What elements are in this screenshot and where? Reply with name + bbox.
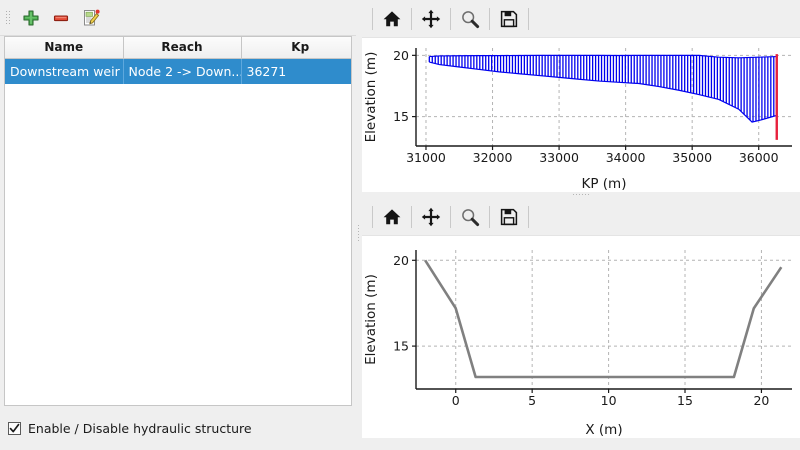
longitudinal-profile-canvas[interactable]: 31000 32000 33000 34000 35000 36000 15 20 KP (m)… — [362, 38, 800, 192]
cross-section-canvas[interactable]: 0 5 10 15 20 15 20 X (m) Elevation (m) — [362, 236, 800, 438]
save-icon — [500, 208, 518, 225]
svg-text:15: 15 — [677, 393, 693, 408]
enable-structure-row: Enable / Disable hydraulic structure — [0, 406, 356, 450]
toolbar-separator — [372, 7, 373, 30]
column-header-kp[interactable]: Kp — [241, 37, 351, 59]
toolbar-separator — [489, 7, 490, 30]
toolbar-separator — [528, 7, 529, 30]
pan-button-top[interactable] — [416, 4, 446, 34]
panel-splitter-vertical[interactable] — [356, 0, 362, 450]
longitudinal-profile-block: 31000 32000 33000 34000 35000 36000 15 20 KP (m)… — [362, 0, 800, 192]
move-icon — [421, 9, 441, 28]
home-button-top[interactable] — [377, 4, 407, 34]
svg-text:Elevation (m): Elevation (m) — [363, 52, 379, 143]
svg-text:0: 0 — [452, 393, 460, 408]
cell-kp[interactable]: 36271 — [241, 58, 351, 84]
svg-text:20: 20 — [393, 253, 409, 268]
svg-text:15: 15 — [393, 339, 409, 354]
zoom-button-bottom[interactable] — [455, 202, 485, 232]
zoom-button-top[interactable] — [455, 4, 485, 34]
svg-text:10: 10 — [601, 393, 617, 408]
svg-text:Elevation (m): Elevation (m) — [363, 274, 379, 365]
save-button-top[interactable] — [494, 4, 524, 34]
table-header-row: Name Reach Kp — [5, 37, 351, 59]
cell-reach[interactable]: Node 2 -> Down... — [123, 58, 242, 84]
toolbar-separator — [411, 205, 412, 228]
remove-structure-button[interactable] — [46, 3, 76, 33]
home-icon — [383, 10, 401, 26]
move-icon — [421, 207, 441, 226]
structures-panel: Name Reach Kp Downstream weir Node 2 -> … — [0, 0, 356, 450]
toolbar-separator — [450, 205, 451, 228]
toolbar-drag-handle[interactable] — [4, 7, 12, 29]
toolbar-separator — [372, 205, 373, 228]
enable-structure-checkbox[interactable] — [8, 421, 21, 435]
table-row[interactable]: Downstream weir Node 2 -> Down... 36271 — [5, 58, 351, 84]
svg-text:36000: 36000 — [739, 150, 779, 165]
svg-text:33000: 33000 — [539, 150, 579, 165]
svg-text:20: 20 — [393, 48, 409, 63]
plot-splitter-horizontal[interactable] — [362, 192, 800, 198]
toolbar-separator — [528, 205, 529, 228]
zoom-icon — [462, 208, 480, 226]
svg-text:31000: 31000 — [406, 150, 446, 165]
structures-table[interactable]: Name Reach Kp Downstream weir Node 2 -> … — [4, 36, 352, 406]
home-button-bottom[interactable] — [377, 202, 407, 232]
plot-toolbar-bottom — [362, 198, 800, 236]
enable-structure-label: Enable / Disable hydraulic structure — [28, 420, 252, 436]
svg-text:35000: 35000 — [672, 150, 712, 165]
svg-text:5: 5 — [528, 393, 536, 408]
svg-text:X (m): X (m) — [585, 422, 622, 437]
table-empty-area[interactable] — [5, 84, 351, 405]
column-header-name[interactable]: Name — [5, 37, 124, 59]
plots-panel: 31000 32000 33000 34000 35000 36000 15 20 KP (m)… — [362, 0, 800, 450]
pan-button-bottom[interactable] — [416, 202, 446, 232]
save-icon — [500, 10, 518, 27]
structures-toolbar — [0, 0, 356, 36]
svg-text:32000: 32000 — [473, 150, 513, 165]
home-icon — [383, 208, 401, 224]
svg-text:20: 20 — [753, 393, 769, 408]
checkmark-icon — [9, 423, 20, 432]
save-button-bottom[interactable] — [494, 202, 524, 232]
toolbar-separator — [450, 7, 451, 30]
cross-section-block: 0 5 10 15 20 15 20 X (m) Elevation (m) — [362, 198, 800, 438]
edit-structure-button[interactable] — [76, 3, 106, 33]
toolbar-separator — [411, 7, 412, 30]
cell-name[interactable]: Downstream weir — [5, 58, 124, 84]
toolbar-separator — [489, 205, 490, 228]
svg-text:15: 15 — [393, 109, 409, 124]
svg-text:KP (m): KP (m) — [582, 176, 627, 191]
column-header-reach[interactable]: Reach — [123, 37, 242, 59]
add-structure-button[interactable] — [16, 3, 46, 33]
zoom-icon — [462, 10, 480, 28]
svg-text:34000: 34000 — [606, 150, 646, 165]
plot-toolbar-top — [362, 0, 800, 38]
